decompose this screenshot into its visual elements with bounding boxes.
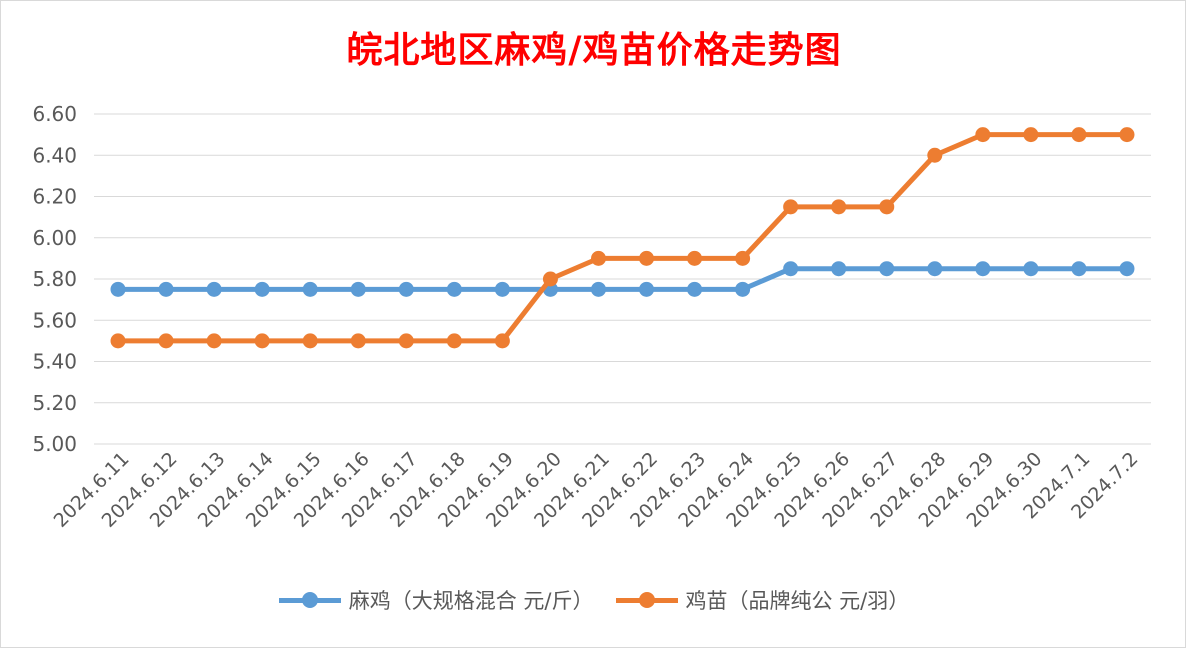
data-point[interactable]	[446, 333, 462, 349]
series-layer	[110, 127, 1135, 349]
y-tick-label: 5.40	[32, 350, 77, 374]
data-point[interactable]	[639, 250, 655, 266]
data-point[interactable]	[542, 271, 558, 287]
data-point[interactable]	[879, 199, 895, 215]
data-point[interactable]	[158, 281, 174, 297]
series-1	[110, 127, 1135, 349]
y-tick-label: 6.00	[32, 226, 77, 250]
y-axis-ticks: 5.00 5.20 5.40 5.60 5.80 6.00 6.20 6.40 6.60	[32, 102, 77, 456]
legend-marker-1	[638, 592, 655, 608]
data-point[interactable]	[350, 281, 366, 297]
data-point[interactable]	[687, 250, 703, 266]
data-point[interactable]	[735, 281, 751, 297]
data-point[interactable]	[1071, 127, 1087, 143]
y-tick-label: 5.00	[32, 432, 77, 456]
data-point[interactable]	[446, 281, 462, 297]
data-point[interactable]	[206, 333, 222, 349]
data-point[interactable]	[1119, 261, 1135, 277]
data-point[interactable]	[879, 261, 895, 277]
legend-swatch-1	[615, 590, 678, 610]
legend-swatch-0	[278, 590, 341, 610]
legend-label-0: 麻鸡（大规格混合 元/斤）	[348, 589, 594, 613]
y-tick-label: 6.40	[32, 143, 77, 167]
data-point[interactable]	[927, 147, 943, 163]
data-point[interactable]	[783, 199, 799, 215]
data-point[interactable]	[831, 199, 847, 215]
y-tick-label: 6.60	[32, 102, 77, 126]
data-point[interactable]	[110, 281, 126, 297]
data-point[interactable]	[254, 281, 270, 297]
data-point[interactable]	[158, 333, 174, 349]
data-point[interactable]	[494, 333, 510, 349]
data-point[interactable]	[831, 261, 847, 277]
data-point[interactable]	[590, 281, 606, 297]
data-point[interactable]	[975, 127, 991, 143]
gridlines	[94, 113, 1151, 445]
series-line-0	[115, 266, 1130, 292]
data-point[interactable]	[1023, 261, 1039, 277]
data-point[interactable]	[1023, 127, 1039, 143]
data-point[interactable]	[687, 281, 703, 297]
legend-label-1: 鸡苗（品牌纯公 元/羽）	[685, 589, 910, 613]
data-point[interactable]	[735, 250, 751, 266]
series-line-1	[115, 132, 1130, 344]
data-point[interactable]	[590, 250, 606, 266]
data-point[interactable]	[110, 333, 126, 349]
data-point[interactable]	[254, 333, 270, 349]
legend: 麻鸡（大规格混合 元/斤） 鸡苗（品牌纯公 元/羽）	[1, 585, 1186, 615]
data-point[interactable]	[783, 261, 799, 277]
y-tick-label: 5.80	[32, 267, 77, 291]
data-point[interactable]	[302, 333, 318, 349]
legend-item-0[interactable]: 麻鸡（大规格混合 元/斤）	[278, 585, 594, 615]
legend-item-1[interactable]: 鸡苗（品牌纯公 元/羽）	[615, 585, 910, 615]
y-tick-label: 5.60	[32, 308, 77, 332]
data-point[interactable]	[398, 281, 414, 297]
data-point[interactable]	[639, 281, 655, 297]
data-point[interactable]	[927, 261, 943, 277]
data-point[interactable]	[1071, 261, 1087, 277]
chart-title: 皖北地区麻鸡/鸡苗价格走势图	[346, 29, 842, 71]
data-point[interactable]	[494, 281, 510, 297]
data-point[interactable]	[398, 333, 414, 349]
y-tick-label: 6.20	[32, 185, 77, 209]
data-point[interactable]	[206, 281, 222, 297]
data-point[interactable]	[350, 333, 366, 349]
series-0	[110, 261, 1135, 297]
data-point[interactable]	[975, 261, 991, 277]
data-point[interactable]	[302, 281, 318, 297]
legend-marker-0	[301, 592, 318, 608]
x-axis-ticks: 2024.6.112024.6.122024.6.132024.6.142024…	[50, 448, 1143, 532]
data-point[interactable]	[1119, 127, 1135, 143]
y-tick-label: 5.20	[32, 391, 77, 415]
